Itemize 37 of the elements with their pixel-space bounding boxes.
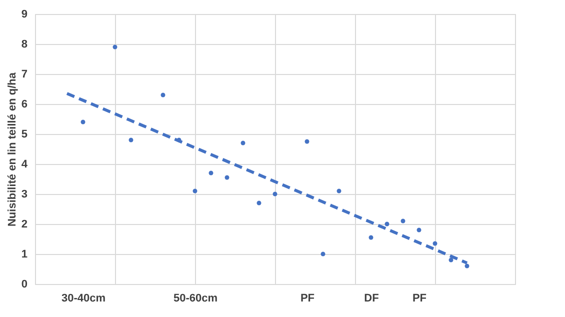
point <box>448 258 454 262</box>
point <box>80 120 86 124</box>
point <box>224 175 230 180</box>
point <box>400 218 406 224</box>
point <box>320 252 326 256</box>
point <box>192 188 198 194</box>
y-tick-label: 3 <box>21 188 28 200</box>
y-tick-label: 6 <box>21 98 28 110</box>
point <box>368 235 374 240</box>
point <box>304 139 310 144</box>
point <box>256 200 262 206</box>
y-tick-label: 4 <box>21 158 28 170</box>
y-tick-label: 8 <box>21 38 28 50</box>
x-tick-label: 50-60cm <box>173 292 218 304</box>
y-tick-label: 5 <box>21 128 28 140</box>
y-axis-title: Nuisibilité en lin teillé en q/ha <box>6 72 18 227</box>
x-tick-label: DF <box>364 292 380 304</box>
point <box>176 138 182 142</box>
point <box>384 222 390 226</box>
y-tick-label: 9 <box>21 8 28 20</box>
point <box>336 188 342 194</box>
point <box>112 44 118 50</box>
x-tick-label: PF <box>412 292 427 304</box>
point <box>128 138 134 142</box>
point <box>272 192 278 196</box>
point <box>416 228 422 232</box>
y-tick-label: 1 <box>21 248 28 260</box>
x-tick-label: 30-40cm <box>61 292 106 304</box>
y-tick-label: 7 <box>21 68 28 80</box>
point <box>464 264 470 268</box>
y-tick-label: 2 <box>21 218 28 230</box>
y-tick-label: 0 <box>21 278 28 290</box>
point <box>160 92 166 98</box>
point <box>240 140 246 146</box>
point <box>432 241 438 246</box>
x-tick-label: PF <box>300 292 315 304</box>
point <box>208 170 214 176</box>
